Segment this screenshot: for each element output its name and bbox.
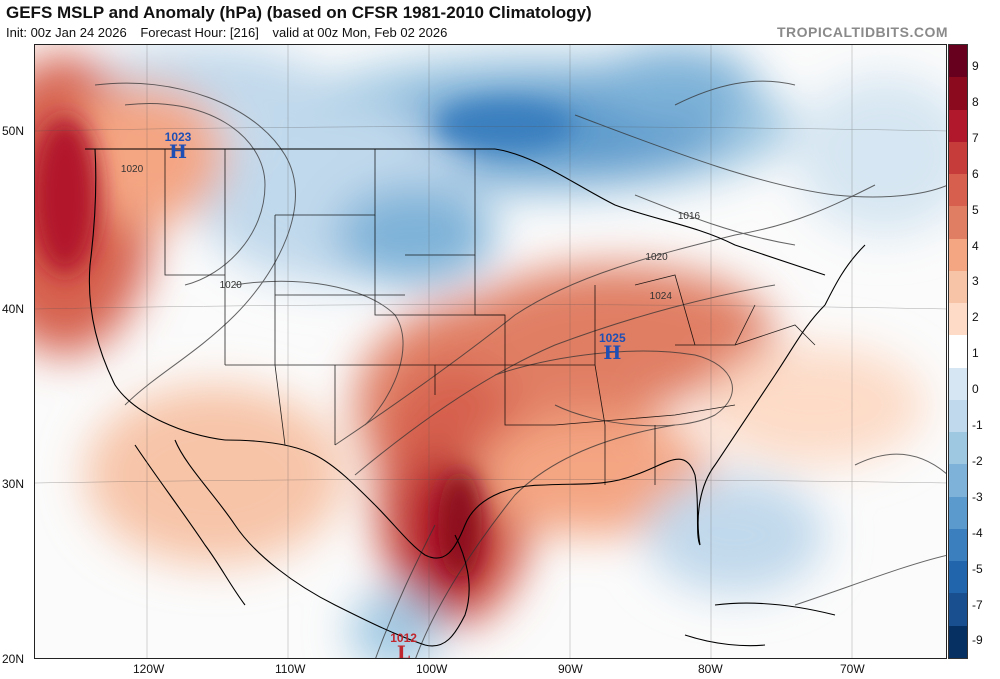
high-pressure-center: 1023 H (162, 130, 194, 164)
center-symbol: L (396, 641, 411, 659)
colorbar-label: 5 (972, 202, 979, 217)
colorbar-label: 3 (972, 274, 979, 289)
colorbar-label: 4 (972, 238, 979, 253)
isobar-label: 1016 (677, 211, 701, 223)
colorbar-segment (949, 561, 967, 594)
colorbar-segment (949, 109, 967, 143)
lat-label-50n: 50N (2, 124, 25, 138)
colorbar-label: -4 (972, 525, 983, 540)
isobar-label: 1020 (219, 280, 242, 292)
political-boundaries (85, 148, 866, 647)
colorbar-label: -5 (972, 561, 983, 576)
high-pressure-center: 1025 H (596, 331, 628, 365)
center-symbol: H (169, 141, 187, 164)
lat-label-20n: 20N (2, 652, 25, 666)
isobar-label: 1020 (645, 251, 668, 263)
colorbar-segment (949, 399, 967, 433)
brand-watermark[interactable]: TROPICALTIDBITS.COM (776, 24, 948, 40)
colorbar-segment (949, 432, 967, 465)
valid-time: valid at 00z Mon, Feb 02 2026 (272, 25, 448, 40)
lon-label-70w: 70W (840, 662, 865, 676)
colorbar-label: -7 (972, 597, 983, 612)
isobar-label: 1020 (120, 163, 144, 175)
isobar-label: 1024 (649, 290, 672, 302)
center-pressure-value: 1012 (390, 630, 417, 645)
lat-label-30n: 30N (2, 477, 25, 491)
lon-label-90w: 90W (558, 662, 583, 676)
colorbar-label: -3 (972, 489, 983, 504)
colorbar-segment (949, 528, 967, 562)
center-pressure-value: 1025 (598, 331, 626, 346)
colorbar-segment (949, 335, 967, 369)
map-subtitle: Init: 00z Jan 24 2026 Forecast Hour: [21… (6, 25, 457, 40)
forecast-hour: Forecast Hour: [216] (140, 25, 259, 40)
colorbar-label: 9 (972, 59, 979, 73)
colorbar-segment (949, 77, 967, 110)
low-pressure-center: 1012 L (388, 630, 420, 659)
colorbar-segment (949, 625, 967, 659)
colorbar-segment (949, 270, 967, 304)
colorbar-segment (949, 496, 967, 530)
center-symbol: H (603, 342, 622, 365)
lon-label-100w: 100W (416, 662, 448, 676)
colorbar-segment (949, 206, 967, 240)
colorbar-segment (949, 367, 967, 401)
colorbar-segment (949, 174, 967, 207)
colorbar-label: 8 (972, 94, 979, 109)
colorbar-label: 0 (972, 382, 979, 397)
init-time: Init: 00z Jan 24 2026 (6, 25, 127, 40)
lat-label-40n: 40N (2, 302, 25, 316)
colorbar-label: 6 (972, 166, 979, 181)
colorbar-label: -2 (972, 453, 983, 468)
colorbar-segment (949, 141, 967, 175)
colorbar-segment (949, 593, 967, 627)
lon-label-120w: 120W (133, 662, 165, 676)
center-pressure-value: 1023 (164, 130, 192, 145)
anomaly-core (35, 100, 575, 580)
colorbar-label: 2 (972, 310, 979, 325)
colorbar-segment (949, 464, 967, 498)
lon-label-80w: 80W (698, 662, 723, 676)
colorbar-label: -9 (972, 633, 983, 648)
colorbar-label: 7 (972, 130, 979, 145)
anomaly-map (35, 45, 946, 658)
map-panel[interactable]: 1020 1020 1016 1020 1024 1023 H 1025 H 1012 L (34, 44, 947, 659)
colorbar-segment (949, 45, 967, 78)
graticule (35, 45, 946, 658)
colorbar (948, 44, 968, 659)
lon-label-110w: 110W (275, 662, 306, 676)
colorbar-label: -1 (972, 418, 983, 432)
isobar-lines (94, 80, 946, 658)
colorbar-segment (949, 303, 967, 336)
map-title: GEFS MSLP and Anomaly (hPa) (based on CF… (6, 3, 592, 22)
colorbar-label: 1 (972, 346, 979, 361)
colorbar-segment (949, 238, 967, 272)
state-lines (164, 149, 816, 485)
